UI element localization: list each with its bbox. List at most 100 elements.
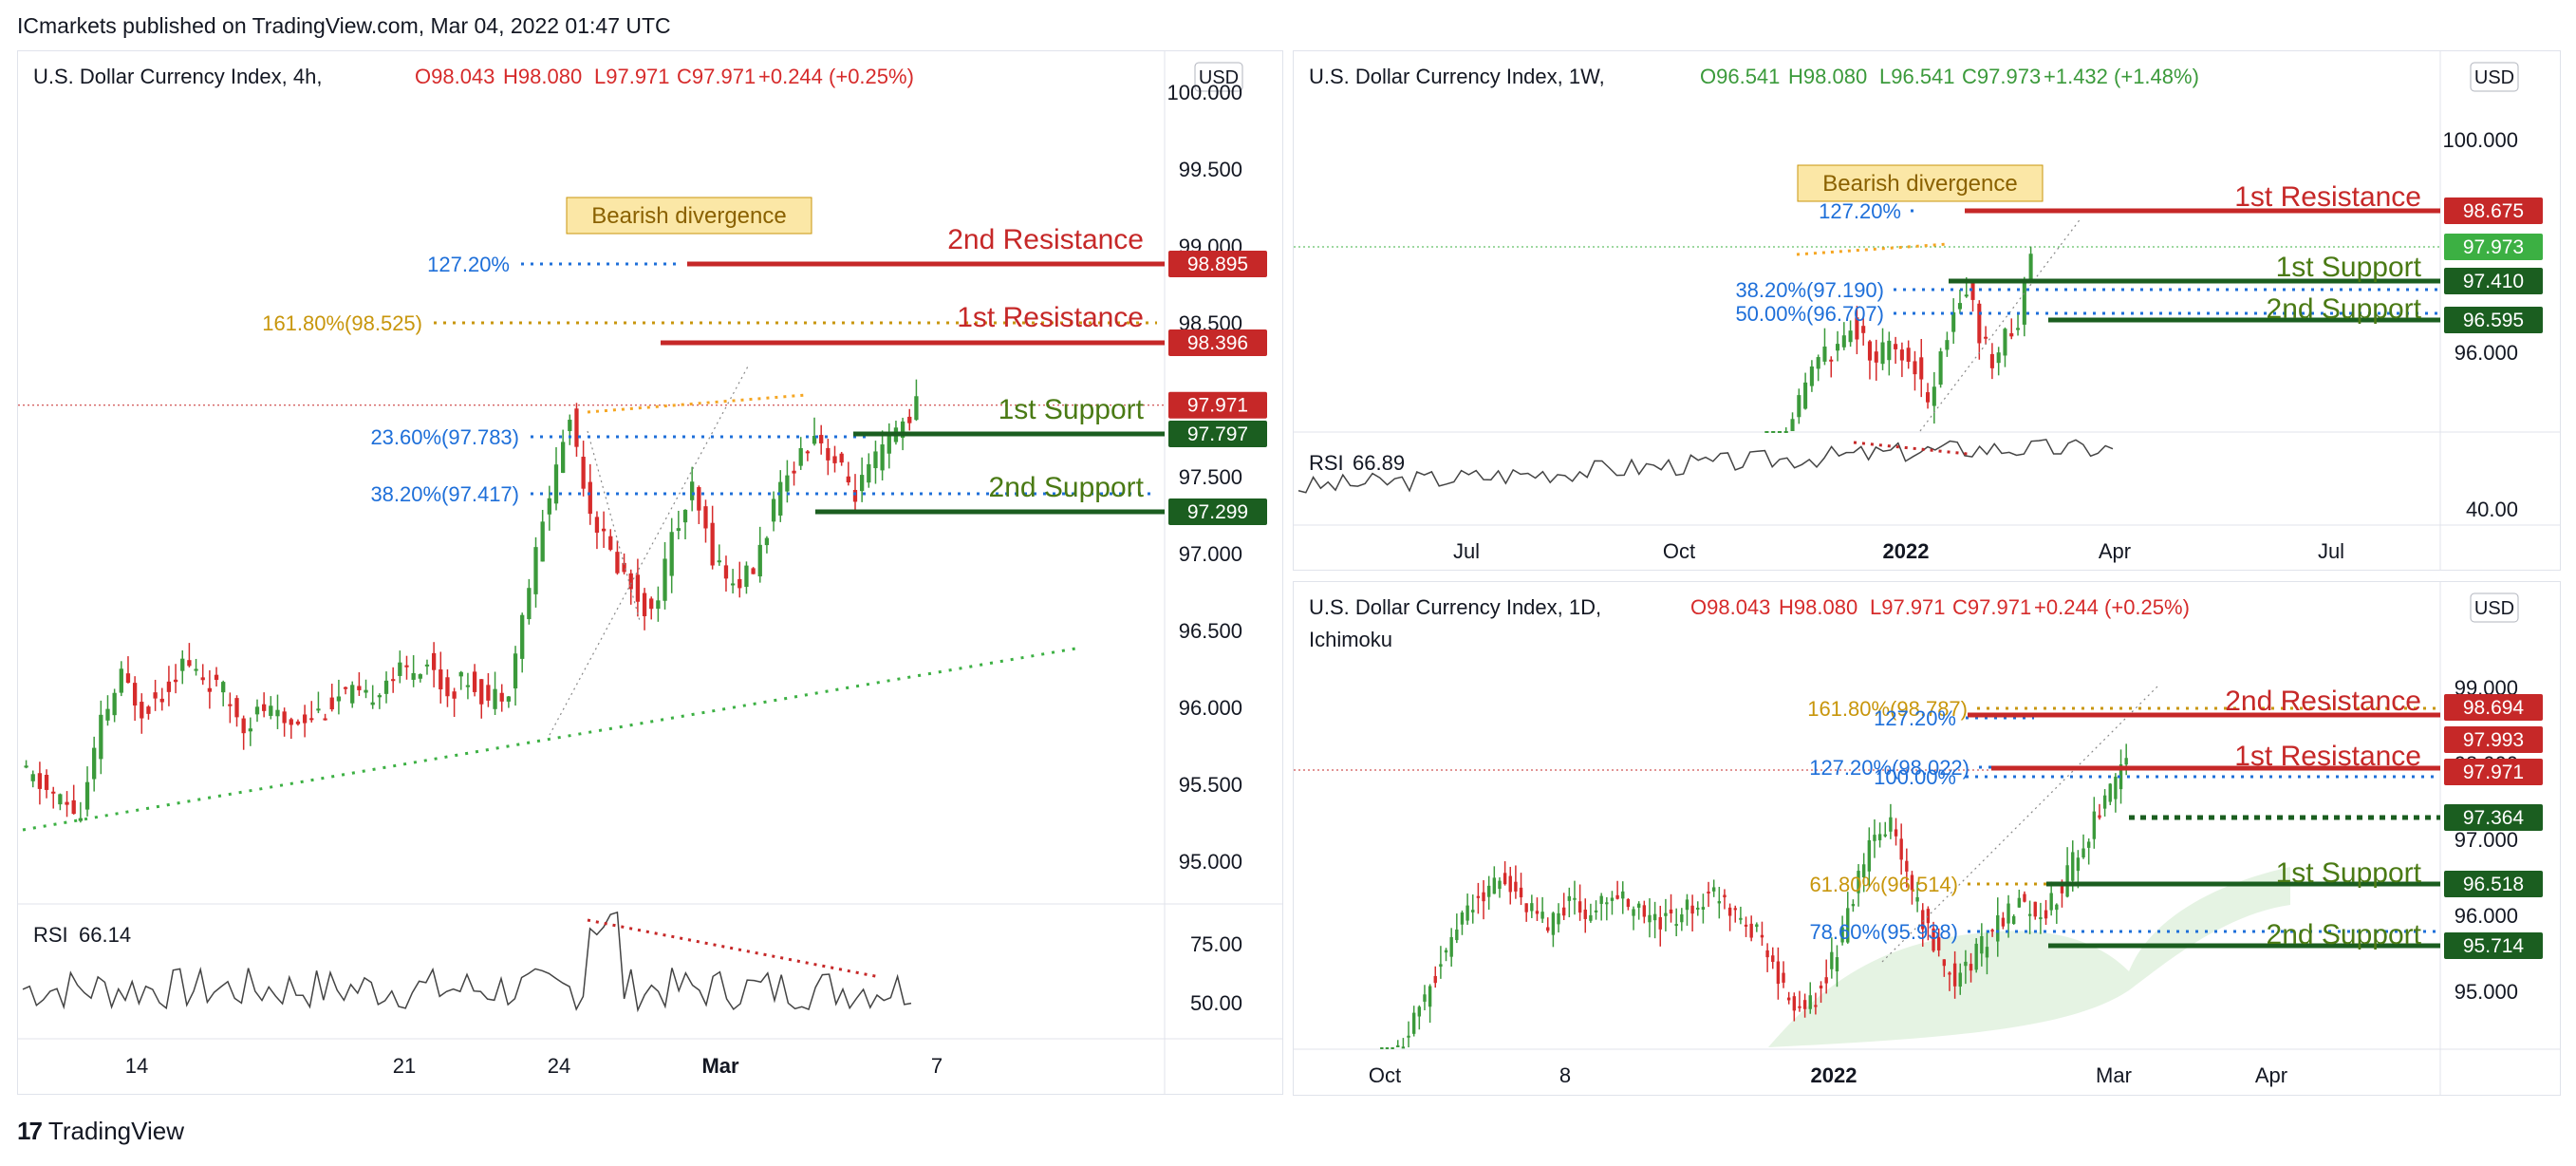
chart-1w-candle (1996, 352, 2001, 364)
chart-1d-candle (1680, 914, 1684, 923)
chart-1d-candle (1439, 964, 1443, 968)
chart-1d-candle (1969, 964, 1973, 971)
chart-1d-candle (1760, 934, 1764, 938)
fib-label: 127.20% (427, 253, 510, 276)
chart-1d-candle (1573, 897, 1577, 900)
level-2-tag (2444, 804, 2543, 831)
divergence-box (566, 197, 812, 235)
chart-1d-candle (1996, 914, 2000, 942)
divergence-label: Bearish divergence (591, 203, 786, 229)
chart-1d-candle (1744, 924, 1748, 927)
chart-1w-candle (1777, 431, 1782, 433)
chart-1w-candle (1816, 357, 1820, 369)
chart-1d-candle (1985, 947, 1989, 958)
chart-1w-candle (2003, 329, 2007, 356)
level-1-tag-text: 97.410 (2463, 271, 2524, 292)
chart-4h-title: U.S. Dollar Currency Index, 4h, (33, 65, 322, 88)
chart-4h-candle (323, 718, 327, 721)
level-1-tag (1168, 329, 1267, 356)
chart-1d-ohlc-0: O98.043 (1690, 595, 1770, 619)
chart-4h-candle (703, 506, 708, 529)
price-tick: 97.500 (1179, 465, 1242, 489)
chart-1d-candle (1964, 961, 1968, 967)
tradingview-footer[interactable]: 17 TradingView (17, 1117, 184, 1146)
chart-1w-candle (1926, 392, 1931, 403)
chart-1d-candle (1873, 835, 1876, 841)
chart-4h-candle (357, 686, 362, 690)
chart-4h-candle (187, 660, 192, 667)
chart-1d-candle (1840, 927, 1844, 943)
chart-1d-candle (2065, 865, 2069, 897)
chart-1d-candle (1546, 927, 1550, 931)
chart-4h-candle (594, 517, 600, 534)
chart-1w-candle (1951, 311, 1956, 332)
chart-4h-candle (316, 708, 321, 711)
level-3-tag (1168, 498, 1267, 525)
uptrend-line (22, 646, 1082, 832)
chart-1d-candle (1664, 912, 1668, 916)
price-tick: 100.000 (2442, 128, 2518, 152)
chart-4h-candle (221, 682, 226, 693)
chart-4h-candle (336, 696, 342, 702)
chart-4h-candle (533, 547, 538, 594)
rsi-tick: 75.00 (1190, 932, 1242, 956)
chart-1w-candle (1848, 330, 1853, 343)
chart-1w-candle (1822, 346, 1827, 362)
chart-4h-candle (601, 528, 607, 532)
current-price-tag-text: 97.973 (2463, 236, 2524, 258)
level-2-tag (1168, 421, 1267, 447)
rsi-value: 66.89 (1353, 451, 1405, 475)
chart-4h-candle (581, 457, 586, 489)
chart-1w-candle (1790, 419, 1795, 431)
chart-1w-svg[interactable]: USD 100.000 96.000 U.S. Dollar Currency Ind… (1294, 51, 2560, 570)
chart-4h-candle (730, 583, 736, 586)
chart-4h-candle (642, 592, 647, 616)
level-0-tag (2444, 694, 2543, 721)
chart-4h-candle (751, 568, 756, 574)
chart-1d-candle (1819, 985, 1823, 988)
chart-1d-candle (2007, 903, 2010, 924)
fib-label: 38.20%(97.417) (370, 482, 519, 506)
chart-4h-candle (723, 565, 729, 579)
chart-1d-candle (1455, 929, 1459, 941)
chart-1d-candle (1690, 905, 1694, 914)
chart-4h-candle (798, 447, 803, 466)
chart-1d-candle (1411, 1012, 1416, 1034)
currency-box (2470, 592, 2519, 623)
chart-1d-candle (1632, 909, 1635, 916)
fib-label: 38.20%(97.190) (1735, 278, 1884, 302)
chart-1d-candle (1594, 910, 1598, 912)
time-tick: 21 (393, 1054, 416, 1078)
chart-4h-candle (92, 747, 97, 780)
level-label: 2nd Resistance (2225, 686, 2421, 717)
chart-1w-candle (1783, 431, 1788, 433)
chart-4h-svg[interactable]: USD100.00099.50099.00098.50098.00097.500… (18, 51, 1282, 1094)
chart-1d-candle (2071, 852, 2075, 881)
chart-4h-candle (628, 573, 633, 590)
chart-4h-candle (370, 702, 375, 705)
chart-4h-candle (900, 421, 905, 439)
time-tick: Mar (2096, 1063, 2132, 1087)
level-2-tag-text: 97.364 (2463, 807, 2525, 829)
publish-header: ICmarkets published on TradingView.com, … (17, 13, 671, 38)
chart-4h-candle (635, 574, 641, 602)
chart-1d-candle (1658, 916, 1662, 930)
current-price-tag (1168, 391, 1267, 419)
chart-4h-candle (676, 528, 681, 532)
level-1-tag-text: 97.993 (2463, 729, 2524, 751)
rsi-divergence-line (1853, 441, 1969, 456)
chart-panel-4h[interactable]: USD100.00099.50099.00098.50098.00097.500… (17, 50, 1283, 1095)
level-1-tag (2444, 726, 2543, 753)
chart-1w-candle (1880, 342, 1885, 365)
chart-panel-1w[interactable]: USD 100.000 96.000 U.S. Dollar Currency Ind… (1293, 50, 2561, 571)
rsi-tick: 50.00 (1190, 991, 1242, 1015)
price-tick: 100.000 (1167, 81, 1242, 104)
chart-1d-candle (2060, 883, 2064, 893)
chart-4h-candle (431, 652, 437, 670)
chart-1d-candle (1980, 936, 1984, 954)
chart-1d-candle (1749, 923, 1753, 938)
chart-1d-candle (1771, 955, 1775, 963)
chart-1d-candle (1492, 877, 1497, 894)
